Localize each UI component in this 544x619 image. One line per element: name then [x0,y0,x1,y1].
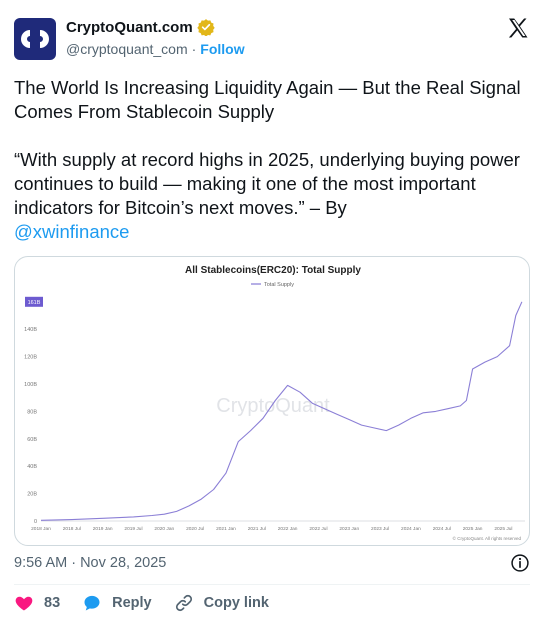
tweet-quote: “With supply at record highs in 2025, un… [14,148,524,244]
x-tick-label: 2023 Jul [371,526,389,532]
follow-button[interactable]: Follow [200,41,245,57]
chart-image[interactable]: All Stablecoins(ERC20): Total Supply Tot… [14,256,530,546]
author-handle[interactable]: @cryptoquant_com [66,41,188,57]
author-handle-row: @cryptoquant_com · Follow [66,41,245,57]
y-tick-label: 40B [27,464,37,470]
y-tick-label: 80B [27,409,37,415]
tweet-actions: 83 Reply Copy link [14,592,291,614]
x-tick-label: 2021 Jan [216,526,236,532]
tweet-headline: The World Is Increasing Liquidity Again … [14,77,521,122]
tweet-header: CryptoQuant.com @cryptoquant_com · Follo… [14,14,530,60]
y-tick-label: 60B [27,437,37,443]
link-icon [175,594,192,612]
x-tick-label: 2024 Jan [401,526,421,532]
x-tick-label: 2024 Jul [433,526,451,532]
author-avatar[interactable] [14,18,56,60]
like-button[interactable]: 83 [14,593,60,613]
current-value-tag [25,296,43,307]
mention-link[interactable]: @xwinfinance [14,221,130,242]
chart-credit: © CryptoQuant. All rights reserved [453,535,522,541]
series-line-total-supply [40,301,523,521]
chart-title: All Stablecoins(ERC20): Total Supply [185,265,361,276]
reply-button[interactable]: Reply [82,593,152,613]
x-tick-label: 2022 Jul [309,526,327,532]
current-value-label: 161B [28,300,41,306]
x-tick-label: 2025 Jul [494,526,512,532]
tweet-body: The World Is Increasing Liquidity Again … [14,76,524,268]
x-tick-label: 2019 Jul [124,526,142,532]
verified-badge-icon [196,19,215,36]
x-tick-label: 2023 Jan [339,526,359,532]
x-tick-label: 2021 Jul [248,526,266,532]
tweet-timestamp[interactable]: 9:56 AM · Nov 28, 2025 [14,555,167,571]
y-tick-label: 120B [24,355,37,361]
legend-label: Total Supply [264,282,294,288]
x-tick-label: 2022 Jan [278,526,298,532]
copy-link-button[interactable]: Copy link [174,593,269,613]
reply-label: Reply [112,595,152,611]
x-tick-label: 2019 Jan [93,526,113,532]
x-tick-label: 2018 Jul [63,526,81,532]
y-tick-label: 140B [24,327,37,333]
like-count: 83 [44,595,61,611]
reply-bubble-icon [84,595,100,611]
author-display-name[interactable]: CryptoQuant.com [66,18,193,36]
x-tick-label: 2025 Jan [463,526,483,532]
x-tick-label: 2020 Jul [186,526,204,532]
handle-separator: · [191,41,197,57]
divider [14,584,530,585]
stablecoin-supply-chart: All Stablecoins(ERC20): Total Supply Tot… [24,265,525,541]
tweet-quote-text: “With supply at record highs in 2025, un… [14,149,520,218]
y-tick-label: 100B [24,382,37,388]
x-tick-label: 2018 Jan [31,526,51,532]
y-tick-label: 20B [27,492,37,498]
x-logo-icon[interactable] [506,16,530,40]
cryptoquant-logo-icon [21,30,49,48]
heart-icon [15,596,33,611]
copy-link-label: Copy link [203,595,269,611]
chart-watermark: CryptoQuant [216,395,330,417]
x-tick-label: 2020 Jan [154,526,174,532]
author-name-row: CryptoQuant.com [66,18,215,36]
info-icon[interactable] [510,553,530,573]
y-tick-label: 0 [34,519,37,525]
